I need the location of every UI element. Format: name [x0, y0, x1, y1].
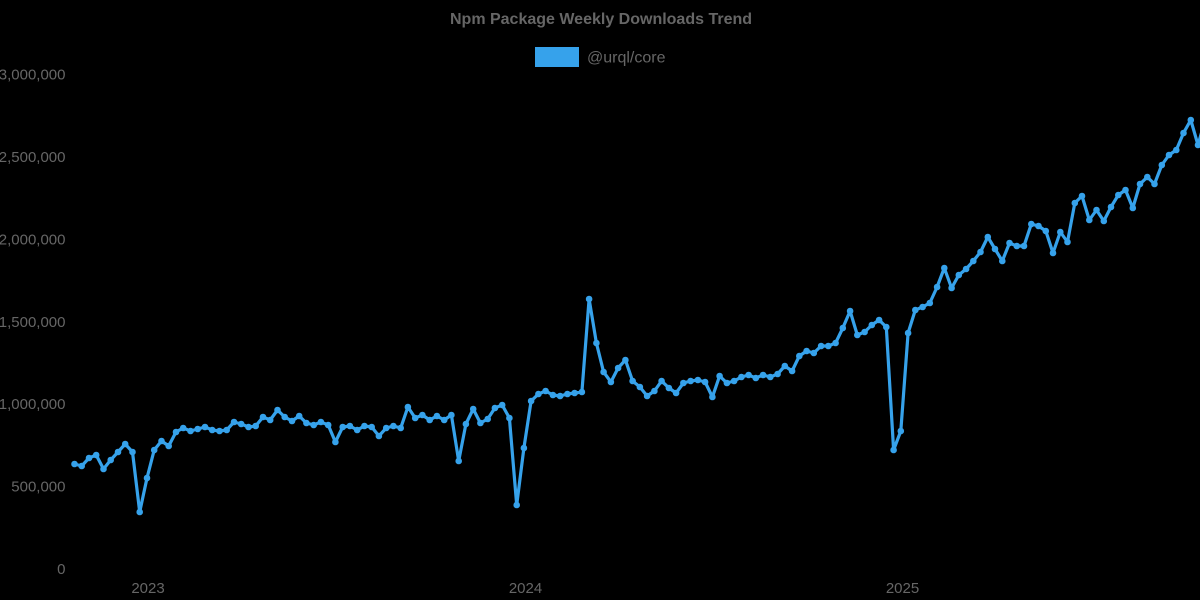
svg-text:2023: 2023	[131, 580, 164, 597]
svg-text:3,000,000: 3,000,000	[0, 67, 66, 84]
svg-text:2025: 2025	[886, 580, 919, 597]
svg-text:1,000,000: 1,000,000	[0, 396, 66, 413]
svg-text:2,000,000: 2,000,000	[0, 231, 66, 248]
svg-text:2024: 2024	[509, 580, 542, 597]
svg-text:0: 0	[57, 561, 65, 578]
svg-text:Npm Package Weekly Downloads T: Npm Package Weekly Downloads Trend	[450, 11, 752, 28]
svg-text:2,500,000: 2,500,000	[0, 149, 66, 166]
svg-text:@urql/core: @urql/core	[587, 50, 666, 67]
svg-text:1,500,000: 1,500,000	[0, 314, 66, 331]
svg-text:500,000: 500,000	[11, 479, 65, 496]
